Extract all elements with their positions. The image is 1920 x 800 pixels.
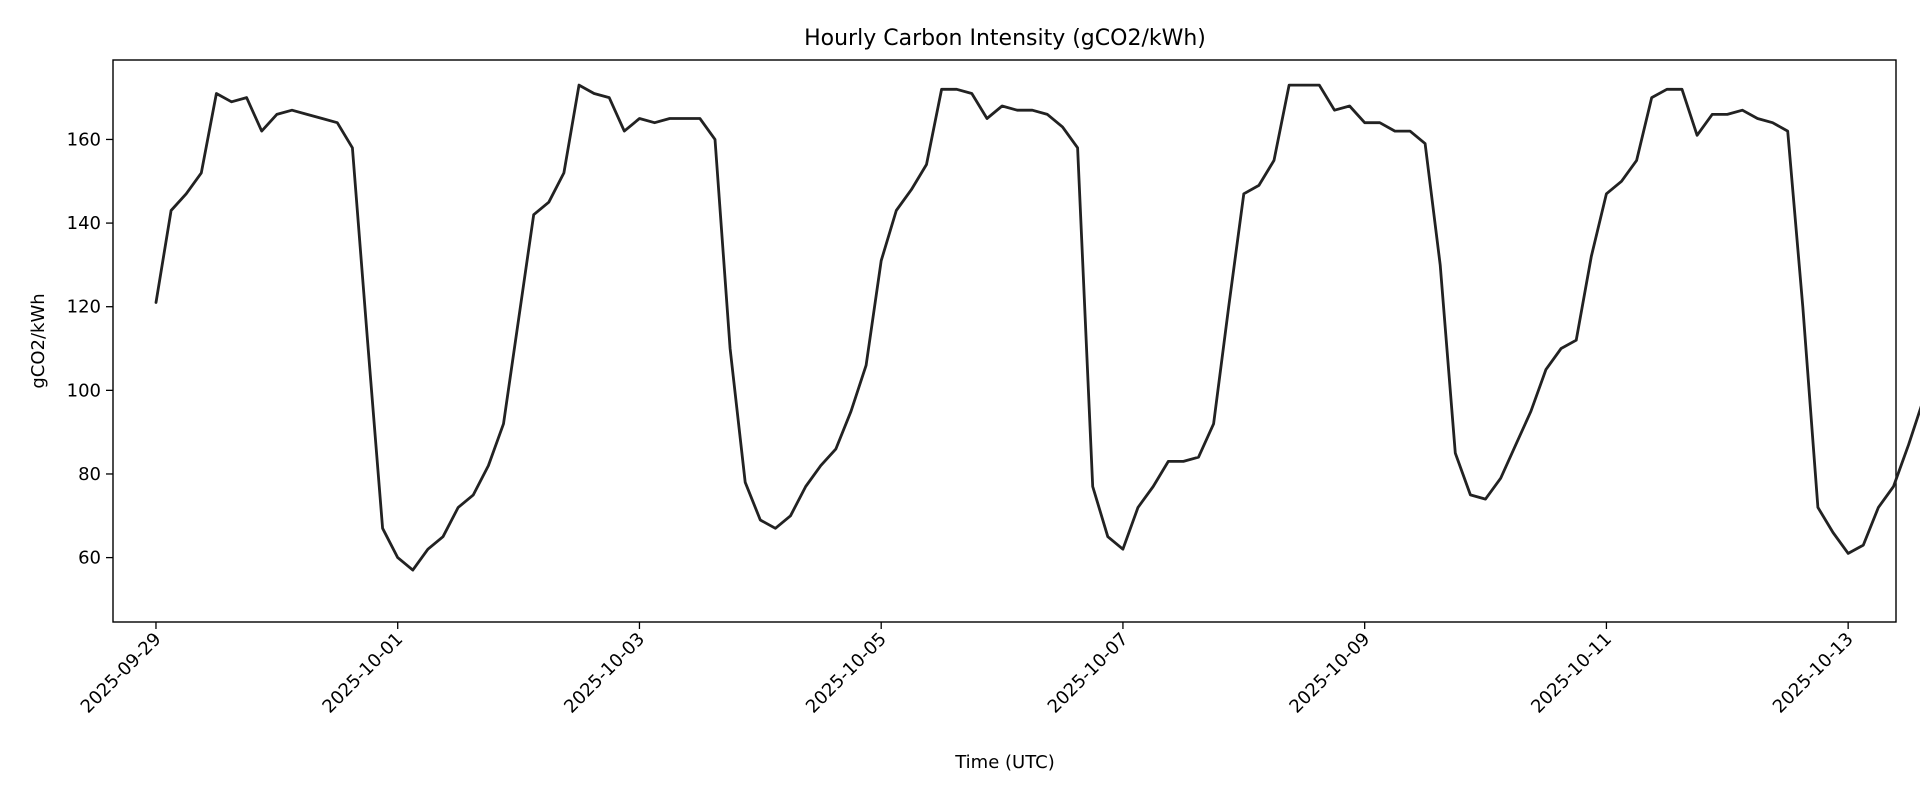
x-tick-label: 2025-10-05 xyxy=(802,629,891,718)
x-axis-label: Time (UTC) xyxy=(954,752,1055,773)
y-tick-label: 60 xyxy=(78,548,101,569)
carbon-intensity-line xyxy=(154,83,1920,572)
plot-frame xyxy=(112,59,1897,623)
x-tick-label: 2025-10-11 xyxy=(1527,629,1616,718)
chart-title: Hourly Carbon Intensity (gCO2/kWh) xyxy=(804,26,1206,51)
x-tick-label: 2025-10-01 xyxy=(318,629,407,718)
x-tick-label: 2025-09-29 xyxy=(77,629,166,718)
y-tick-label: 120 xyxy=(67,297,101,318)
x-tick-label: 2025-10-13 xyxy=(1769,629,1858,718)
y-tick-label: 80 xyxy=(78,464,101,485)
x-tick-label: 2025-10-09 xyxy=(1285,629,1374,718)
y-tick-label: 160 xyxy=(67,129,101,150)
x-tick-label: 2025-10-03 xyxy=(560,629,649,718)
y-tick-label: 100 xyxy=(67,380,101,401)
y-tick-label: 140 xyxy=(67,213,101,234)
x-axis: 2025-09-29 2025-10-01 2025-10-03 2025-10-05… xyxy=(77,622,1858,718)
y-axis-label: gCO2/kWh xyxy=(28,293,49,388)
x-tick-label: 2025-10-07 xyxy=(1044,629,1133,718)
y-axis: 60 80 100 120 140 160 xyxy=(67,129,113,569)
